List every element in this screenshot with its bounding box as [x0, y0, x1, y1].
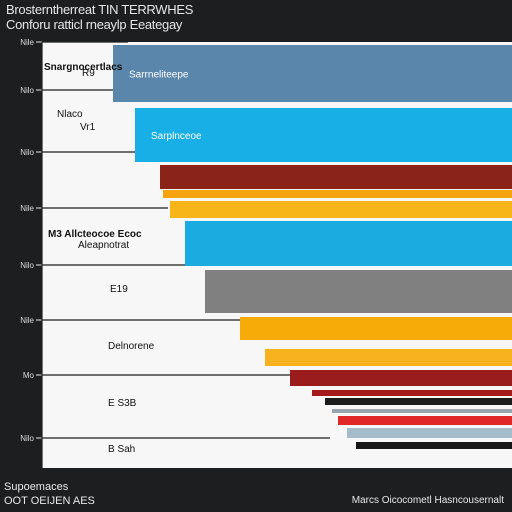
annotation-label: M3 Allcteocoe Ecoc	[48, 229, 142, 240]
y-tick-label: Nilo	[20, 148, 34, 157]
bar	[185, 221, 512, 266]
chart-title: Brosterntherreat TIN TERRWHES	[6, 2, 194, 17]
chart-title-block: Brosterntherreat TIN TERRWHES Conforu ra…	[6, 2, 193, 32]
annotation-label: Delnorene	[108, 341, 155, 352]
y-tick-labels: Nile Nilo Nilo Nile Nilo Nile Mo Nilo	[20, 38, 42, 443]
bar	[205, 270, 512, 313]
y-tick-label: Nilo	[20, 86, 34, 95]
bar	[338, 416, 512, 425]
annotation-label: Nlaco	[57, 109, 83, 120]
annotation-label: E19	[110, 284, 128, 295]
bar	[113, 45, 512, 102]
y-tick-label: Nilo	[20, 261, 34, 270]
footer-left: Supoemaces OOT OEIJEN AES	[4, 480, 95, 508]
bars: Sarrneliteepe Sarplnceoe	[113, 45, 512, 449]
gridlines	[42, 41, 330, 439]
y-tick-label: Nile	[20, 204, 34, 213]
annotation-label: E S3B	[108, 398, 137, 409]
annotation-label: B Sah	[108, 444, 135, 455]
bar	[312, 390, 512, 396]
bar	[240, 317, 512, 340]
bar	[356, 442, 512, 449]
bar	[290, 370, 512, 386]
bar	[163, 190, 512, 198]
annotation-label: Vr1	[80, 122, 96, 133]
y-tick-label: Nile	[20, 38, 34, 47]
annotation-label: R9	[82, 68, 95, 79]
y-tick-label: Mo	[23, 371, 35, 380]
bar	[325, 398, 512, 405]
bar-label: Sarplnceoe	[151, 131, 202, 142]
bar-label: Sarrneliteepe	[129, 70, 189, 81]
y-tick-label: Nile	[20, 316, 34, 325]
bar	[135, 108, 512, 162]
bar	[170, 201, 512, 218]
footer-left-line2: OOT OEIJEN AES	[4, 495, 95, 507]
y-tick-label: Nilo	[20, 434, 34, 443]
bar	[265, 349, 512, 366]
bar	[347, 428, 512, 438]
footer-left-line1: Supoemaces	[4, 481, 69, 493]
footer-right: Marcs Oicocometl Hasncousernalt	[351, 495, 504, 506]
annotation-label: Aleapnotrat	[78, 240, 129, 251]
bar	[332, 409, 512, 413]
bar	[160, 165, 512, 189]
annotation-label: Snargnocertlacs	[44, 62, 123, 73]
chart-subtitle: Conforu ratticl rneaylp Eeategay	[6, 17, 183, 32]
